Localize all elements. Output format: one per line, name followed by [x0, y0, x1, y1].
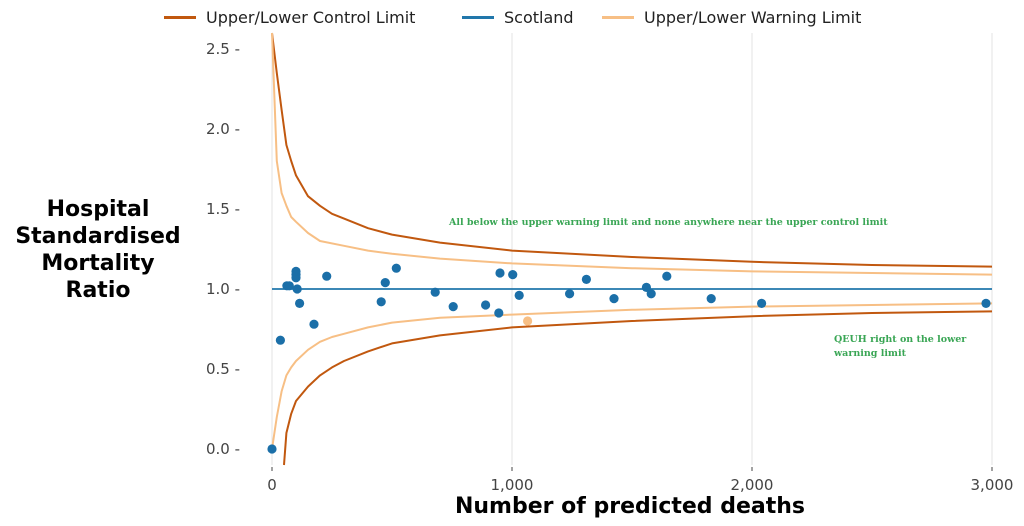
- x-axis-ticks: 0 1,000 2,000 3,000: [267, 467, 1013, 494]
- legend-item-control-limit: Upper/Lower Control Limit: [164, 6, 415, 28]
- data-point-19: [508, 270, 518, 280]
- data-point-12: [380, 278, 390, 288]
- data-point-27: [706, 294, 716, 304]
- data-point-17: [494, 308, 504, 318]
- data-point-1: [275, 335, 285, 345]
- y-tick-label-5: 2.5 -: [206, 40, 240, 58]
- legend-label-scotland: Scotland: [504, 7, 574, 27]
- data-point-23: [609, 294, 619, 304]
- y-tick-label-3: 1.5 -: [206, 200, 240, 218]
- y-axis-ticks: 0.0 - 0.5 - 1.0 - 1.5 - 2.0 - 2.5 -: [206, 40, 240, 458]
- y-axis-title-line-4: Ratio: [65, 278, 131, 303]
- qeuh-highlight-point: [523, 316, 533, 326]
- data-point-25: [646, 289, 656, 299]
- annotation-lower-line-1: QEUH right on the lower: [834, 334, 967, 345]
- y-tick-label-1: 0.5 -: [206, 360, 240, 378]
- data-point-6: [291, 266, 301, 276]
- data-point-26: [662, 271, 672, 281]
- data-point-9: [309, 319, 319, 329]
- data-point-0: [267, 444, 277, 454]
- annotation-lower: QEUH right on the lower warning limit: [834, 333, 984, 361]
- data-point-21: [565, 289, 575, 299]
- y-axis-title-line-2: Standardised: [15, 224, 181, 249]
- data-point-16: [481, 300, 491, 310]
- data-point-7: [292, 284, 302, 294]
- data-point-13: [391, 263, 401, 273]
- data-point-11: [376, 297, 386, 307]
- grid-lines: [271, 33, 993, 465]
- data-point-20: [514, 290, 524, 300]
- x-axis-title: Number of predicted deaths: [454, 494, 805, 519]
- data-points: [267, 263, 991, 454]
- data-point-28: [757, 298, 767, 308]
- x-tick-label-3: 3,000: [971, 476, 1014, 494]
- x-tick-label-0: 0: [267, 476, 277, 494]
- data-point-14: [430, 287, 440, 297]
- data-point-18: [495, 268, 505, 278]
- y-tick-label-0: 0.0 -: [206, 440, 240, 458]
- data-point-3: [284, 281, 294, 291]
- upper-control-limit-line: [271, 32, 993, 268]
- lower-control-limit-line: [283, 310, 993, 466]
- data-point-10: [322, 271, 332, 281]
- annotation-lower-line-2: warning limit: [834, 348, 906, 359]
- legend-swatch-scotland: [462, 15, 494, 19]
- lower-warning-limit-line: [271, 302, 993, 450]
- data-point-8: [295, 298, 305, 308]
- annotation-upper: All below the upper warning limit and no…: [449, 217, 888, 228]
- data-point-15: [448, 302, 458, 312]
- data-point-22: [581, 274, 592, 284]
- y-axis-title-line-3: Mortality: [41, 251, 155, 276]
- legend: Upper/Lower Control Limit Scotland Upper…: [0, 6, 1024, 30]
- legend-label-control-limit: Upper/Lower Control Limit: [206, 7, 416, 27]
- y-tick-label-4: 2.0 -: [206, 120, 240, 138]
- limit-lines: [271, 32, 993, 466]
- legend-item-warning-limit: Upper/Lower Warning Limit: [602, 6, 861, 28]
- legend-label-warning-limit: Upper/Lower Warning Limit: [644, 7, 862, 27]
- data-point-24: [641, 282, 652, 292]
- y-axis-title: Hospital Standardised Mortality Ratio: [0, 196, 196, 304]
- legend-item-scotland: Scotland: [462, 6, 574, 28]
- y-tick-label-2: 1.0 -: [206, 280, 240, 298]
- legend-swatch-warning-limit: [602, 15, 634, 19]
- data-point-29: [981, 298, 991, 308]
- y-axis-title-line-1: Hospital: [46, 197, 150, 222]
- legend-swatch-control-limit: [164, 15, 196, 19]
- upper-warning-limit-line: [271, 32, 993, 276]
- x-tick-label-2: 2,000: [731, 476, 774, 494]
- x-tick-label-1: 1,000: [491, 476, 534, 494]
